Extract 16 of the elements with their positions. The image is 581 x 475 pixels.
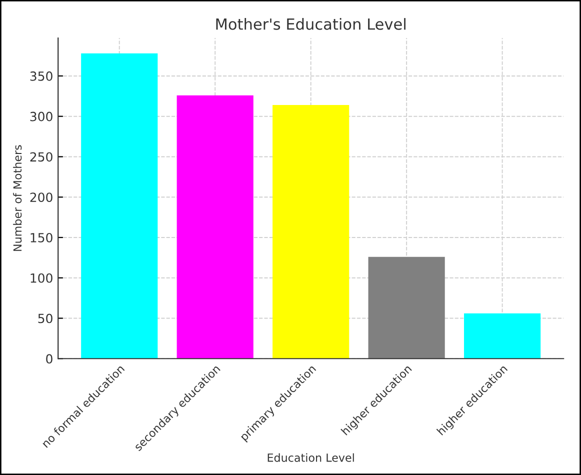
y-tick-label: 50	[38, 314, 52, 324]
y-axis-title: Number of Mothers	[13, 145, 22, 251]
y-tick-label: 0	[46, 354, 52, 364]
y-tick-label: 200	[30, 192, 52, 202]
chart-title: Mother's Education Level	[216, 18, 406, 30]
bar	[368, 256, 445, 359]
y-tick-label: 300	[30, 112, 52, 122]
y-tick-label: 100	[30, 273, 52, 283]
bar	[464, 313, 541, 359]
bar	[272, 105, 350, 359]
y-tick-label: 250	[30, 152, 52, 162]
bar	[176, 95, 254, 359]
x-axis-title: Education Level	[268, 453, 354, 462]
y-tick-label: 350	[30, 71, 52, 81]
bar	[81, 53, 158, 359]
y-tick-label: 150	[30, 232, 52, 242]
